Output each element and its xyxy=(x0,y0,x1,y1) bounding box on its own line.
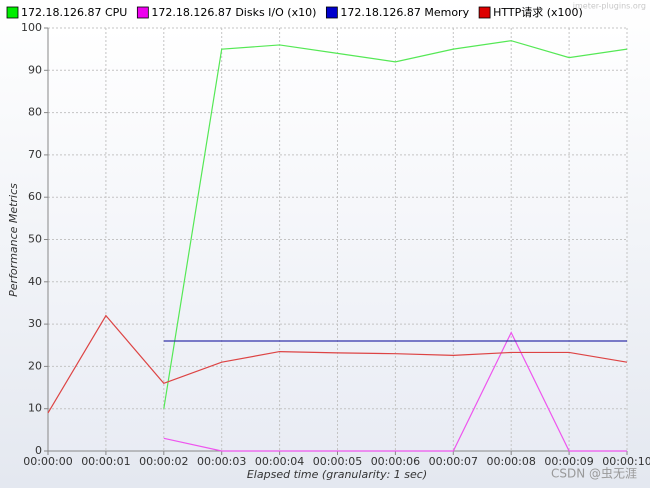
x-tick-label: 00:00:05 xyxy=(313,455,362,468)
y-tick-label: 30 xyxy=(28,317,42,330)
y-tick-label: 0 xyxy=(35,444,42,457)
x-tick-label: 00:00:00 xyxy=(23,455,72,468)
watermark: jmeter-plugins.org xyxy=(572,2,646,11)
legend: 172.18.126.87 CPU 172.18.126.87 Disks I/O… xyxy=(6,6,583,19)
legend-label: 172.18.126.87 Memory xyxy=(340,6,469,19)
y-tick-label: 60 xyxy=(28,190,42,203)
y-tick-label: 10 xyxy=(28,402,42,415)
legend-swatch xyxy=(325,6,338,19)
y-axis-label: Performance Metrics xyxy=(7,183,20,297)
y-tick-label: 90 xyxy=(28,63,42,76)
legend-swatch xyxy=(478,6,491,19)
x-tick-label: 00:00:04 xyxy=(255,455,304,468)
x-tick-label: 00:00:01 xyxy=(81,455,130,468)
x-tick-label: 00:00:02 xyxy=(139,455,188,468)
x-tick-label: 00:00:03 xyxy=(197,455,246,468)
legend-swatch xyxy=(136,6,149,19)
y-tick-label: 100 xyxy=(21,21,42,34)
series-line xyxy=(47,314,628,414)
y-tick-label: 40 xyxy=(28,275,42,288)
y-tick-label: 70 xyxy=(28,148,42,161)
x-tick-label: 00:00:07 xyxy=(429,455,478,468)
legend-label: HTTP请求 (x100) xyxy=(493,6,583,19)
y-tick-label: 50 xyxy=(28,233,42,246)
x-tick-label: 00:00:09 xyxy=(544,455,593,468)
x-tick-label: 00:00:10 xyxy=(602,455,650,468)
series-line xyxy=(163,331,627,452)
series-line xyxy=(163,40,628,409)
x-tick-label: 00:00:06 xyxy=(371,455,420,468)
credit: CSDN @虫无涯 xyxy=(551,467,637,481)
y-tick-label: 20 xyxy=(28,359,42,372)
x-tick-label: 00:00:08 xyxy=(486,455,535,468)
legend-label: 172.18.126.87 Disks I/O (x10) xyxy=(151,6,316,19)
x-axis-label: Elapsed time (granularity: 1 sec) xyxy=(247,468,427,481)
legend-swatch xyxy=(6,6,19,19)
legend-label: 172.18.126.87 CPU xyxy=(21,6,127,19)
y-tick-label: 80 xyxy=(28,106,42,119)
